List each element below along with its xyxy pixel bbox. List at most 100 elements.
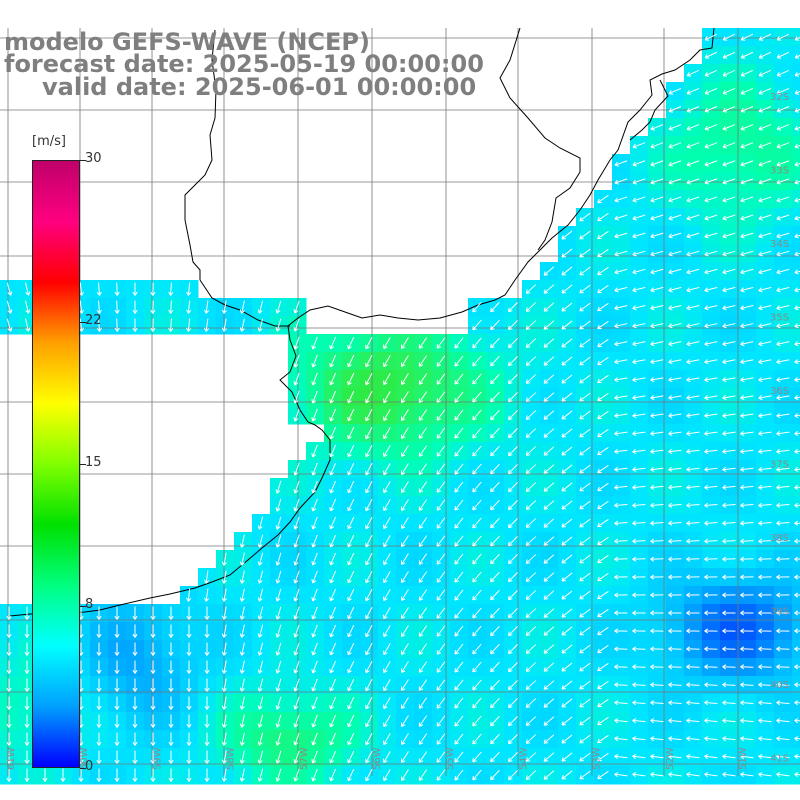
wind-arrow — [132, 318, 138, 332]
wind-arrow — [204, 768, 210, 782]
wind-arrow — [24, 624, 30, 638]
wind-arrow — [704, 51, 718, 59]
wind-arrow — [383, 409, 391, 422]
wind-arrow — [365, 643, 373, 656]
wind-arrow — [507, 644, 518, 655]
latitude-label: 36S — [770, 386, 789, 397]
wind-arrow — [239, 300, 245, 314]
wind-arrow — [740, 268, 754, 275]
wind-arrow — [632, 448, 646, 454]
wind-arrow — [239, 768, 245, 782]
wind-arrow — [329, 534, 337, 548]
wind-arrow — [525, 464, 537, 474]
wind-arrow — [293, 372, 300, 386]
wind-arrow — [597, 734, 609, 744]
wind-arrow — [614, 430, 628, 437]
wind-arrow — [579, 662, 591, 672]
wind-arrow — [96, 678, 102, 692]
wind-arrow — [347, 606, 355, 620]
wind-arrow — [650, 520, 664, 526]
wind-arrow — [365, 517, 373, 530]
wind-arrow — [275, 300, 282, 314]
wind-arrow — [686, 69, 700, 77]
wind-arrow — [758, 232, 772, 239]
wind-arrow — [132, 768, 138, 782]
colorbar-tick-label: 8 — [85, 596, 94, 612]
wind-arrow — [794, 251, 800, 257]
wind-arrow — [776, 736, 790, 742]
wind-arrow — [632, 196, 646, 203]
wind-arrow — [329, 336, 337, 350]
wind-arrow — [704, 232, 718, 239]
wind-arrow — [186, 714, 192, 728]
wind-arrow — [383, 427, 391, 440]
wind-arrow — [347, 354, 355, 368]
wind-arrow — [668, 682, 682, 688]
wind-arrow — [329, 588, 337, 602]
wind-arrow — [168, 300, 174, 314]
wind-arrow — [704, 196, 718, 203]
wind-arrow — [561, 752, 573, 762]
wind-arrow — [25, 300, 31, 314]
wind-arrow — [60, 768, 66, 782]
wind-arrow — [365, 337, 373, 350]
wind-arrow — [525, 662, 537, 672]
wind-arrow — [311, 408, 318, 422]
wind-arrow — [668, 484, 682, 490]
wind-arrow — [758, 377, 772, 383]
wind-arrow — [257, 570, 264, 584]
wind-arrow — [668, 142, 682, 149]
wind-arrow — [579, 626, 591, 636]
wind-arrow — [614, 160, 628, 167]
wind-arrow — [454, 517, 464, 529]
wind-arrow — [794, 484, 800, 490]
wind-arrow — [275, 624, 282, 638]
wind-arrow — [525, 644, 537, 654]
wind-arrow — [579, 446, 591, 456]
wind-arrow — [472, 481, 482, 493]
wind-arrow — [293, 354, 300, 368]
wind-arrow — [150, 768, 156, 782]
wind-arrow — [776, 718, 790, 724]
wind-arrow — [614, 772, 628, 778]
wind-arrow — [740, 160, 754, 167]
wind-arrow — [614, 754, 628, 760]
wind-arrow — [329, 660, 337, 674]
wind-arrow — [436, 643, 446, 655]
wind-arrow — [293, 660, 300, 674]
wind-arrow — [650, 718, 664, 724]
wind-arrow — [794, 72, 800, 77]
wind-arrow — [614, 682, 628, 688]
wind-arrow — [96, 642, 102, 656]
wind-arrow — [614, 628, 628, 634]
wind-arrow — [758, 359, 772, 365]
wind-arrow — [383, 445, 391, 458]
forecast-date: forecast date: 2025-05-19 00:00:00 — [4, 50, 484, 78]
wind-arrow — [418, 409, 428, 421]
wind-arrow — [168, 606, 174, 620]
wind-arrow — [490, 391, 500, 403]
wind-arrow — [704, 664, 718, 670]
wind-arrow — [543, 356, 555, 366]
wind-arrow — [632, 502, 646, 508]
wind-arrow — [454, 373, 464, 385]
wind-arrow — [311, 354, 318, 368]
wind-arrow — [597, 374, 609, 384]
wind-arrow — [614, 520, 628, 526]
wind-arrow — [650, 160, 664, 167]
wind-arrow — [132, 624, 138, 638]
wind-arrow — [543, 284, 555, 294]
wind-arrow — [597, 698, 609, 708]
wind-arrow — [221, 642, 227, 656]
wind-arrow — [472, 535, 482, 547]
wind-arrow — [168, 750, 174, 764]
wind-arrow — [257, 588, 264, 602]
wind-arrow — [794, 412, 800, 419]
wind-arrow — [543, 320, 555, 330]
wind-arrow — [525, 374, 537, 384]
wind-arrow — [96, 624, 102, 638]
wind-arrow — [454, 427, 464, 439]
wind-arrow — [758, 484, 772, 490]
wind-arrow — [507, 482, 518, 493]
wind-arrow — [650, 286, 664, 293]
